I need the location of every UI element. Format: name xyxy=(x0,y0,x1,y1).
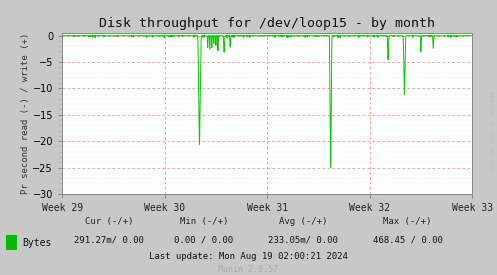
Text: Last update: Mon Aug 19 02:00:21 2024: Last update: Mon Aug 19 02:00:21 2024 xyxy=(149,252,348,261)
Text: Avg (-/+): Avg (-/+) xyxy=(279,217,328,226)
Text: Bytes: Bytes xyxy=(22,238,52,248)
Text: Min (-/+): Min (-/+) xyxy=(179,217,228,226)
Text: Munin 2.0.57: Munin 2.0.57 xyxy=(219,265,278,274)
Title: Disk throughput for /dev/loop15 - by month: Disk throughput for /dev/loop15 - by mon… xyxy=(99,17,435,31)
Text: Max (-/+): Max (-/+) xyxy=(383,217,432,226)
Text: Cur (-/+): Cur (-/+) xyxy=(85,217,134,226)
Text: 468.45 / 0.00: 468.45 / 0.00 xyxy=(373,236,442,245)
Text: 0.00 / 0.00: 0.00 / 0.00 xyxy=(174,236,233,245)
Text: RRDTOOL / TOBI OETIKER: RRDTOOL / TOBI OETIKER xyxy=(488,91,493,173)
Text: 291.27m/ 0.00: 291.27m/ 0.00 xyxy=(75,236,144,245)
Text: 233.05m/ 0.00: 233.05m/ 0.00 xyxy=(268,236,338,245)
Y-axis label: Pr second read (-) / write (+): Pr second read (-) / write (+) xyxy=(21,33,30,194)
